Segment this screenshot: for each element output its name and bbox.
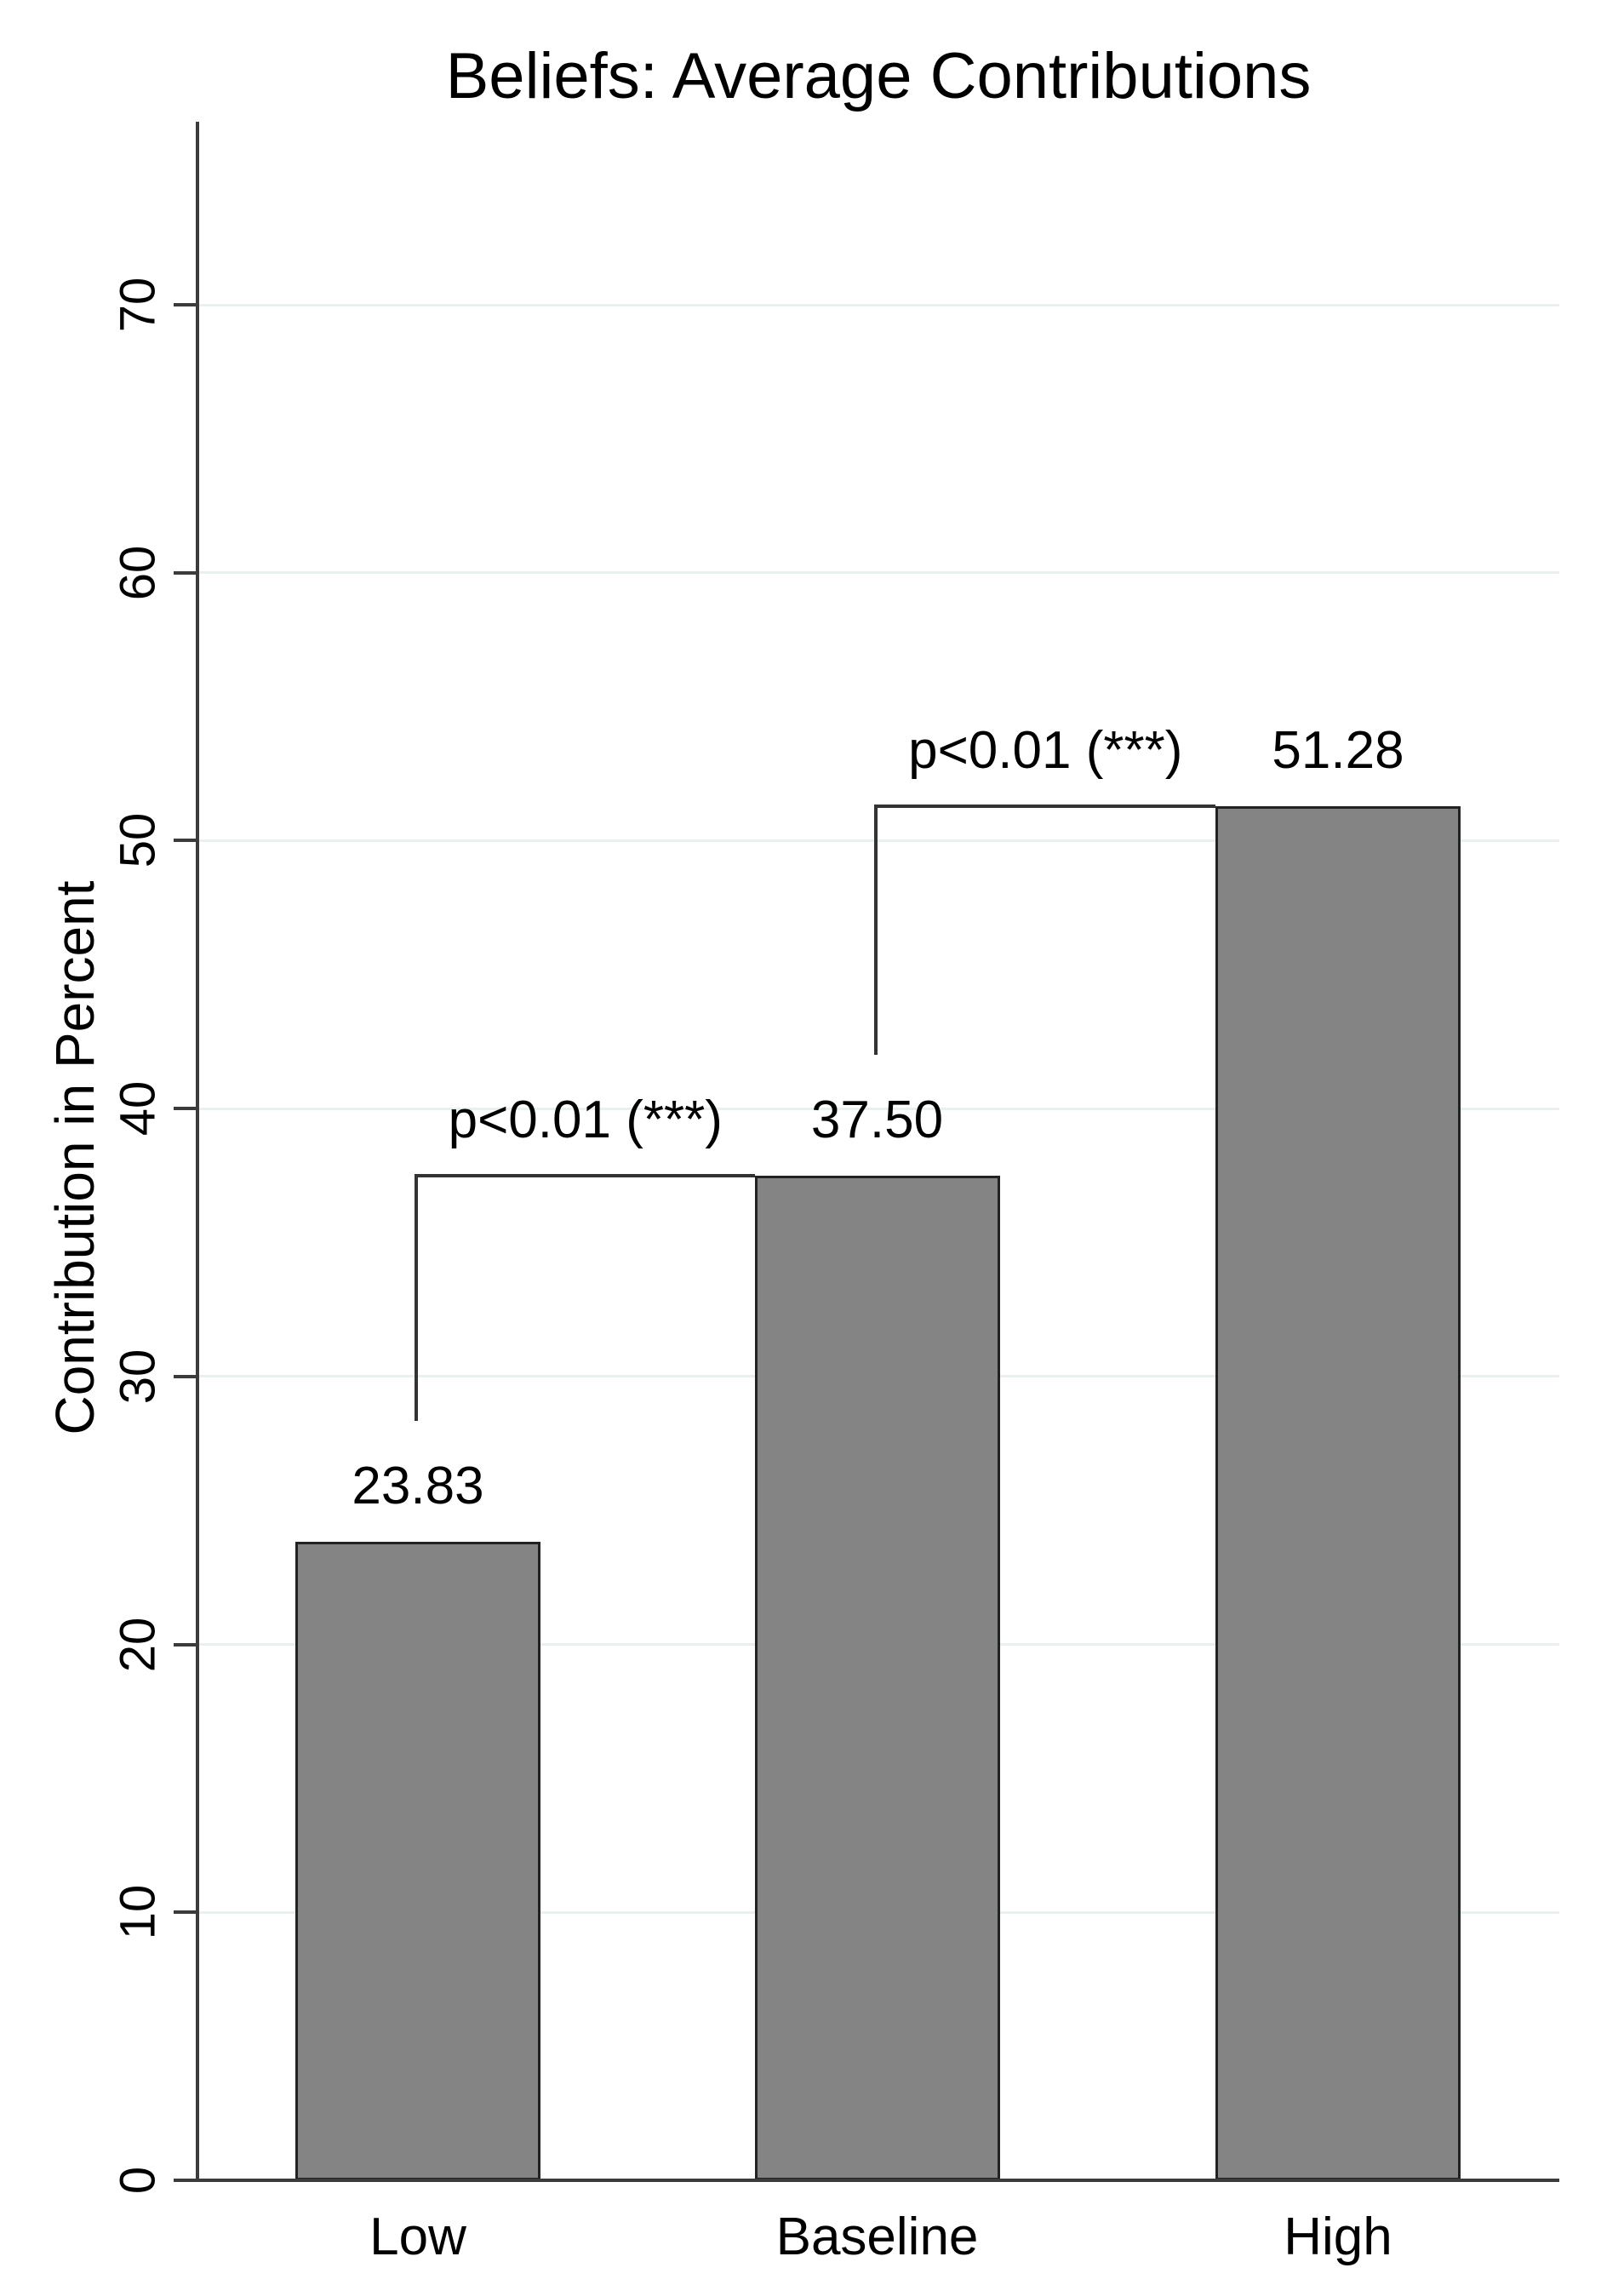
significance-label-low-baseline: p<0.01 (***) xyxy=(448,1090,723,1149)
chart-title: Beliefs: Average Contributions xyxy=(445,40,1312,112)
value-label-baseline: 37.50 xyxy=(810,1090,944,1149)
value-label-low: 23.83 xyxy=(352,1457,484,1516)
y-tick-0 xyxy=(174,2179,197,2182)
x-axis-line xyxy=(196,2179,1559,2182)
y-tick-label-50: 50 xyxy=(110,813,166,868)
bar-baseline xyxy=(754,1175,1000,2180)
gridline-70 xyxy=(197,303,1559,306)
y-tick-40 xyxy=(174,1107,197,1111)
y-tick-label-10: 10 xyxy=(110,1885,166,1940)
bracket-horizontal-1 xyxy=(875,805,1215,809)
bracket-vertical-1 xyxy=(873,805,878,1055)
value-label-high: 51.28 xyxy=(1272,721,1404,781)
significance-label-baseline-high: p<0.01 (***) xyxy=(908,721,1183,781)
y-tick-label-60: 60 xyxy=(110,545,166,600)
y-tick-50 xyxy=(174,839,197,843)
gridline-60 xyxy=(197,571,1559,575)
bar-high xyxy=(1215,806,1461,2180)
y-tick-30 xyxy=(174,1374,197,1378)
y-axis-line xyxy=(196,122,199,2182)
x-label-high: High xyxy=(1284,2208,1392,2266)
bracket-horizontal-0 xyxy=(416,1173,755,1177)
y-tick-70 xyxy=(174,303,197,307)
y-axis-title: Contribution in Percent xyxy=(44,880,106,1435)
gridline-50 xyxy=(197,839,1559,842)
gridline-40 xyxy=(197,1107,1559,1110)
y-tick-label-70: 70 xyxy=(110,277,166,333)
x-label-baseline: Baseline xyxy=(775,2208,979,2266)
y-tick-label-0: 0 xyxy=(110,2166,166,2195)
y-tick-label-40: 40 xyxy=(110,1080,166,1137)
x-label-low: Low xyxy=(369,2208,466,2266)
y-tick-60 xyxy=(174,570,197,575)
bar-low xyxy=(295,1542,540,2180)
y-tick-label-20: 20 xyxy=(110,1617,166,1672)
bracket-vertical-0 xyxy=(415,1173,418,1422)
y-tick-label-30: 30 xyxy=(110,1349,166,1405)
y-tick-20 xyxy=(174,1642,197,1646)
y-tick-10 xyxy=(174,1910,197,1915)
